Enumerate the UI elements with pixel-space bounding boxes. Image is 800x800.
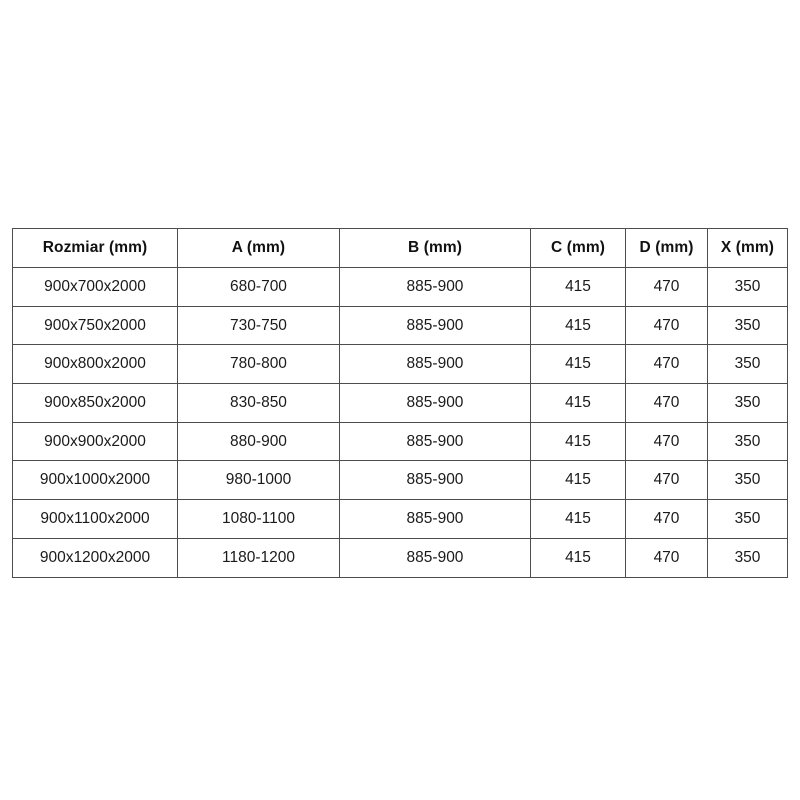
table-row: 900x750x2000 730-750 885-900 415 470 350 <box>12 305 788 346</box>
cell-size: 900x1000x2000 <box>12 460 178 501</box>
cell-a: 1180-1200 <box>177 537 340 578</box>
cell-d: 470 <box>625 421 708 462</box>
cell-a: 1080-1100 <box>177 499 340 539</box>
cell-x: 350 <box>707 305 788 346</box>
cell-size: 900x750x2000 <box>12 305 178 346</box>
cell-size: 900x1100x2000 <box>12 499 178 539</box>
cell-a: 980-1000 <box>177 460 340 501</box>
cell-x: 350 <box>707 460 788 501</box>
cell-b: 885-900 <box>339 460 531 501</box>
specification-table: Rozmiar (mm) A (mm) B (mm) C (mm) D (mm)… <box>12 228 788 578</box>
table-row: 900x700x2000 680-700 885-900 415 470 350 <box>12 267 788 307</box>
cell-b: 885-900 <box>339 499 531 539</box>
cell-size: 900x900x2000 <box>12 421 178 462</box>
cell-b: 885-900 <box>339 383 531 423</box>
cell-c: 415 <box>530 267 626 307</box>
column-header-a: A (mm) <box>177 228 340 268</box>
column-header-x: X (mm) <box>707 228 788 268</box>
table-row: 900x900x2000 880-900 885-900 415 470 350 <box>12 421 788 462</box>
cell-a: 730-750 <box>177 305 340 346</box>
cell-x: 350 <box>707 383 788 423</box>
table-body: 900x700x2000 680-700 885-900 415 470 350… <box>12 267 788 578</box>
cell-b: 885-900 <box>339 421 531 462</box>
cell-x: 350 <box>707 499 788 539</box>
table-header-row: Rozmiar (mm) A (mm) B (mm) C (mm) D (mm)… <box>12 228 788 268</box>
cell-d: 470 <box>625 383 708 423</box>
cell-c: 415 <box>530 305 626 346</box>
cell-d: 470 <box>625 537 708 578</box>
cell-size: 900x700x2000 <box>12 267 178 307</box>
column-header-b: B (mm) <box>339 228 531 268</box>
cell-c: 415 <box>530 344 626 385</box>
cell-b: 885-900 <box>339 305 531 346</box>
cell-x: 350 <box>707 537 788 578</box>
cell-c: 415 <box>530 537 626 578</box>
cell-d: 470 <box>625 499 708 539</box>
cell-x: 350 <box>707 267 788 307</box>
cell-b: 885-900 <box>339 344 531 385</box>
cell-c: 415 <box>530 460 626 501</box>
cell-d: 470 <box>625 460 708 501</box>
table-row: 900x1200x2000 1180-1200 885-900 415 470 … <box>12 537 788 578</box>
cell-c: 415 <box>530 421 626 462</box>
cell-size: 900x850x2000 <box>12 383 178 423</box>
cell-d: 470 <box>625 344 708 385</box>
column-header-c: C (mm) <box>530 228 626 268</box>
cell-a: 880-900 <box>177 421 340 462</box>
table-row: 900x1000x2000 980-1000 885-900 415 470 3… <box>12 460 788 501</box>
cell-size: 900x1200x2000 <box>12 537 178 578</box>
column-header-d: D (mm) <box>625 228 708 268</box>
specification-table-container: Rozmiar (mm) A (mm) B (mm) C (mm) D (mm)… <box>12 228 788 578</box>
cell-d: 470 <box>625 267 708 307</box>
cell-x: 350 <box>707 421 788 462</box>
cell-c: 415 <box>530 499 626 539</box>
cell-b: 885-900 <box>339 267 531 307</box>
table-row: 900x1100x2000 1080-1100 885-900 415 470 … <box>12 499 788 539</box>
cell-b: 885-900 <box>339 537 531 578</box>
cell-d: 470 <box>625 305 708 346</box>
table-row: 900x800x2000 780-800 885-900 415 470 350 <box>12 344 788 385</box>
table-header: Rozmiar (mm) A (mm) B (mm) C (mm) D (mm)… <box>12 228 788 268</box>
column-header-size: Rozmiar (mm) <box>12 228 178 268</box>
cell-x: 350 <box>707 344 788 385</box>
cell-c: 415 <box>530 383 626 423</box>
table-row: 900x850x2000 830-850 885-900 415 470 350 <box>12 383 788 423</box>
cell-a: 830-850 <box>177 383 340 423</box>
cell-a: 680-700 <box>177 267 340 307</box>
cell-a: 780-800 <box>177 344 340 385</box>
cell-size: 900x800x2000 <box>12 344 178 385</box>
